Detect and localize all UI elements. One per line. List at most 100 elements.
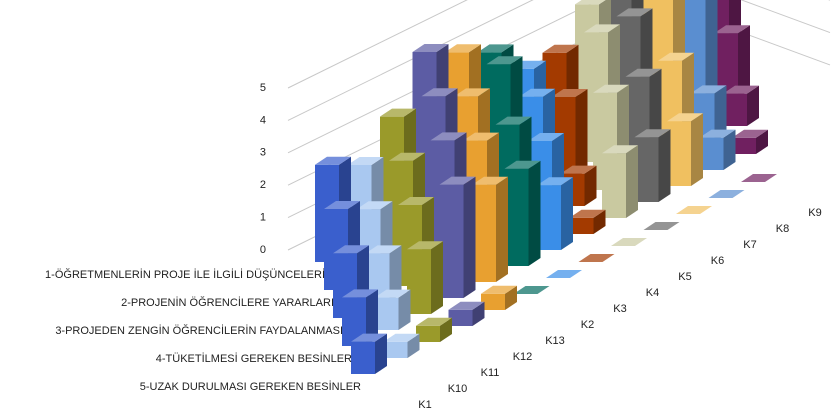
- bar-top: [546, 270, 582, 278]
- bar-front: [351, 341, 375, 374]
- bar: [667, 113, 703, 186]
- bar-top: [416, 317, 452, 326]
- bar-side: [714, 85, 727, 142]
- bar-side: [496, 176, 508, 282]
- bar: [439, 176, 476, 298]
- bar-front: [699, 137, 724, 170]
- y-tick-label: 2: [260, 179, 266, 191]
- bar-top: [593, 84, 629, 93]
- bar: [513, 286, 550, 294]
- bar-top: [667, 113, 703, 122]
- bar-front: [714, 33, 738, 99]
- bar-side: [723, 129, 736, 170]
- row-label: 2-PROJENİN ÖĞRENCİLERE YARARLARI: [121, 296, 334, 309]
- row-label: 5-UZAK DURULMASI GEREKEN BESİNLER: [140, 380, 361, 393]
- bar: [676, 206, 712, 214]
- x-tick-label: K8: [776, 223, 789, 235]
- bar-top: [481, 285, 517, 294]
- bar-side: [375, 333, 387, 374]
- bar-side: [389, 245, 402, 302]
- bar-top: [676, 206, 712, 214]
- bar-top: [486, 56, 523, 65]
- bar-side: [575, 89, 588, 178]
- bar-top: [374, 289, 411, 298]
- bar: [416, 317, 452, 342]
- y-tick-label: 0: [260, 244, 266, 256]
- bar-top: [578, 254, 615, 262]
- bar-top: [477, 44, 514, 53]
- bar-top: [439, 176, 476, 185]
- bar-top: [324, 201, 360, 209]
- bar-top: [602, 145, 638, 154]
- bar-side: [738, 25, 750, 99]
- y-tick-label: 5: [260, 82, 266, 94]
- bar-top: [625, 68, 662, 77]
- bar-side: [626, 145, 638, 218]
- bar-top: [463, 132, 499, 141]
- bar-top: [315, 156, 351, 165]
- row-label: 3-PROJEDEN ZENGİN ÖĞRENCİLERİN FAYDALANM…: [55, 324, 343, 337]
- bar: [546, 270, 582, 278]
- bar: [723, 85, 759, 126]
- bar-front: [374, 297, 399, 330]
- bar: [537, 177, 573, 250]
- bar-top: [519, 88, 555, 97]
- bar-top: [383, 333, 420, 342]
- bar-top: [708, 190, 745, 198]
- bar: [602, 145, 638, 218]
- x-tick-label: K13: [545, 335, 565, 347]
- bar: [741, 174, 777, 182]
- bar-top: [445, 44, 481, 53]
- bar-side: [756, 129, 768, 154]
- bar-top: [643, 222, 680, 230]
- bar-top: [454, 88, 490, 97]
- bar-top: [575, 0, 606, 5]
- bar-top: [380, 108, 416, 117]
- bar: [342, 289, 378, 346]
- bar-front: [537, 185, 561, 250]
- bar-top: [389, 152, 425, 161]
- bar-top: [347, 157, 384, 165]
- bar-top: [398, 197, 434, 205]
- bar-side: [407, 333, 420, 358]
- bar-top: [407, 241, 443, 250]
- x-tick-label: K7: [743, 239, 756, 251]
- bar: [611, 238, 647, 246]
- bar: [448, 301, 485, 326]
- bar-top: [714, 25, 750, 34]
- bar-top: [560, 165, 597, 174]
- bar-side: [440, 317, 452, 342]
- x-tick-label: K2: [581, 319, 594, 331]
- bar-side: [691, 113, 703, 186]
- x-tick-label: K9: [808, 207, 821, 219]
- x-tick-label: K1: [418, 399, 431, 411]
- y-tick-label: 1: [260, 212, 266, 224]
- bar: [569, 209, 606, 234]
- bar-front: [732, 137, 756, 154]
- bar-top: [448, 301, 485, 310]
- y-tick-label: 4: [260, 114, 266, 126]
- bar-side: [431, 241, 443, 314]
- bar-top: [551, 89, 588, 97]
- bar-top: [723, 85, 759, 94]
- x-tick-label: K5: [678, 271, 691, 283]
- bar-front: [504, 168, 529, 266]
- bar-side: [584, 165, 597, 206]
- bar-front: [383, 341, 408, 358]
- bar-front: [472, 184, 496, 282]
- x-tick-label: K10: [448, 383, 468, 395]
- bar-top: [412, 44, 449, 52]
- grid-line: [287, 0, 468, 89]
- x-tick-label: K6: [711, 255, 724, 267]
- bar-top: [351, 333, 387, 342]
- bar-front: [342, 297, 366, 346]
- bar: [643, 222, 680, 230]
- bar: [708, 190, 745, 198]
- bar-side: [472, 301, 485, 326]
- bar-front: [407, 249, 431, 314]
- bar-top: [741, 174, 777, 182]
- x-tick-label: K3: [613, 303, 626, 315]
- bar-top: [634, 129, 671, 138]
- bar-top: [342, 289, 378, 298]
